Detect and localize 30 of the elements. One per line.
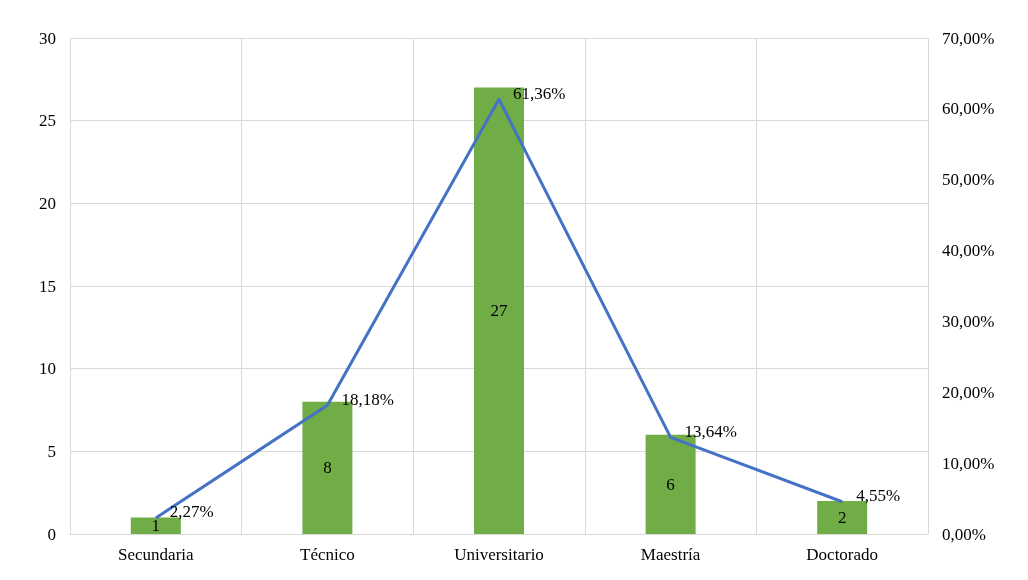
data-label: 2 [837, 507, 847, 527]
y2-tick-label: 50,00% [942, 170, 995, 190]
x-tick-label: Doctorado [806, 545, 879, 564]
bar [130, 517, 181, 534]
x-tick-label: Secundaria [118, 545, 195, 564]
y2-tick-label: 60,00% [942, 99, 995, 119]
y-tick-label: 25 [39, 111, 56, 131]
y-tick-label: 20 [39, 193, 56, 213]
y-tick-label: 10 [39, 359, 56, 379]
y2-tick-label: 20,00% [942, 382, 995, 402]
y2-tick-label: 70,00% [942, 28, 995, 48]
y2-tick-label: 0,00% [942, 524, 986, 544]
data-label: 6 [666, 474, 675, 494]
data-label: 27 [490, 301, 508, 321]
data-label: 13,64% [684, 421, 738, 441]
y-tick-label: 30 [39, 28, 56, 48]
y2-tick-label: 40,00% [942, 241, 995, 261]
y2-tick-label: 10,00% [942, 453, 995, 473]
data-label: 18,18% [341, 389, 394, 409]
x-tick-label: Universitario [454, 545, 544, 564]
y-tick-label: 15 [39, 276, 56, 296]
x-tick-label: Maestría [640, 545, 701, 564]
data-label: 1 [151, 516, 161, 536]
data-label: 4,55% [856, 486, 901, 506]
y-tick-label: 5 [47, 441, 56, 461]
data-label: 8 [323, 458, 332, 478]
data-label: 2,27% [169, 502, 214, 522]
y2-tick-label: 30,00% [942, 311, 995, 331]
y-tick-label: 0 [47, 524, 56, 544]
x-tick-label: Técnico [300, 545, 355, 564]
